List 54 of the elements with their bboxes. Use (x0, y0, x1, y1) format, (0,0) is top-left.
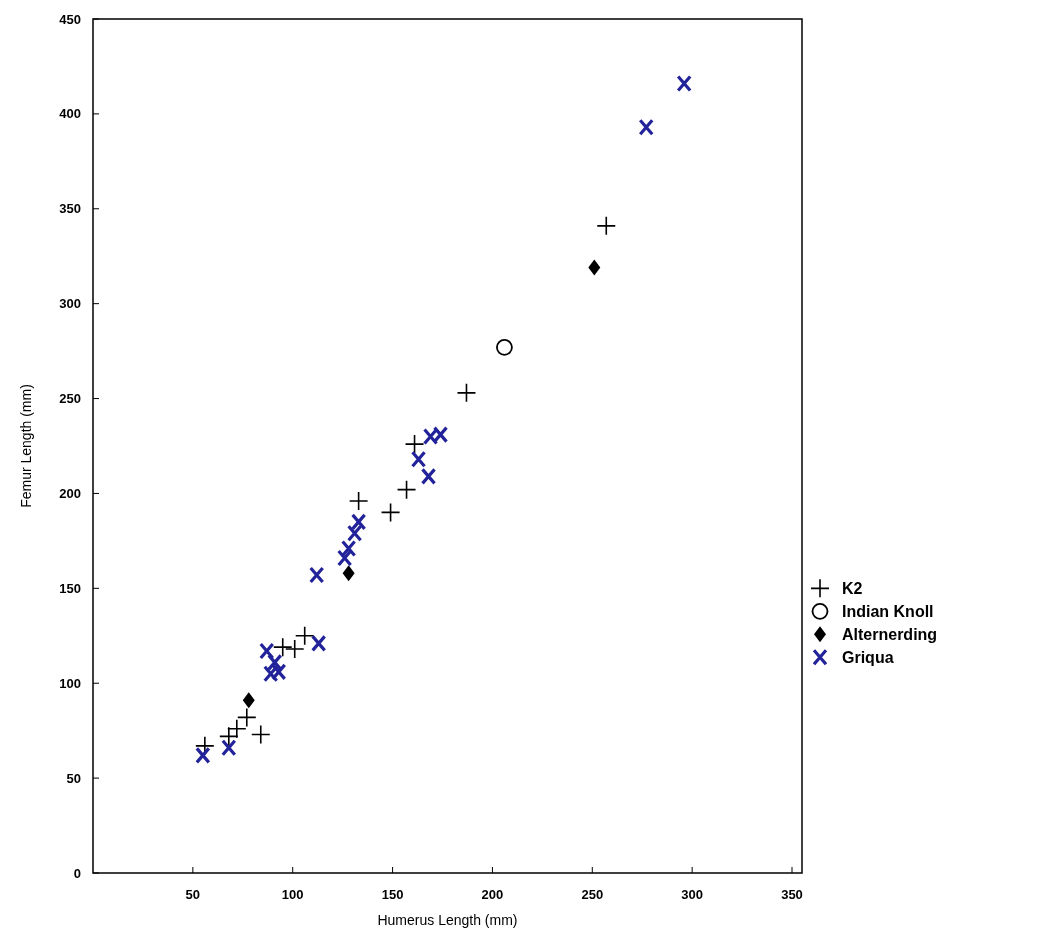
y-tick-label: 0 (73, 865, 81, 881)
x-tick-label: 50 (185, 887, 201, 902)
y-tick-label: 450 (59, 11, 81, 27)
point (259, 642, 275, 660)
point (342, 565, 355, 582)
y-axis-title: Femur Length (mm) (18, 384, 34, 508)
y-tick-label: 50 (66, 770, 81, 786)
point (227, 718, 247, 739)
point (242, 692, 255, 709)
point (219, 726, 239, 747)
point (380, 502, 401, 523)
point (420, 467, 437, 485)
point (456, 383, 477, 403)
point (284, 639, 305, 659)
point (432, 426, 449, 444)
point (341, 539, 357, 558)
y-tick-label: 200 (59, 485, 81, 501)
legend-label: Alternerding (842, 625, 938, 643)
x-tick-label: 100 (281, 887, 304, 902)
point (596, 216, 617, 236)
point (676, 74, 692, 93)
point (496, 338, 513, 356)
x-tick-label: 250 (581, 887, 604, 902)
point (221, 739, 237, 757)
y-tick-label: 150 (59, 580, 81, 596)
x-tick-label: 350 (781, 887, 803, 902)
point (404, 434, 425, 454)
legend-label: Indian Knoll (842, 602, 934, 620)
y-tick-label: 400 (59, 106, 81, 122)
legend-label: K2 (842, 579, 863, 597)
point (294, 625, 315, 646)
y-tick-label: 250 (59, 391, 81, 407)
y-tick-label: 350 (59, 201, 81, 217)
x-tick-label: 200 (481, 887, 504, 902)
point (348, 491, 369, 511)
point (422, 427, 439, 446)
point (410, 450, 427, 468)
legend-label: Griqua (842, 648, 894, 666)
point (311, 634, 327, 652)
point (236, 707, 257, 728)
x-axis-title: Humerus Length (mm) (377, 912, 518, 928)
y-tick-label: 100 (59, 675, 81, 691)
point (396, 479, 417, 500)
x-tick-label: 300 (681, 887, 704, 902)
point (638, 118, 654, 136)
point (250, 724, 271, 745)
point (195, 746, 211, 764)
point (271, 663, 287, 681)
x-tick-label: 150 (381, 887, 404, 902)
point (309, 566, 325, 584)
point (272, 637, 293, 657)
point (588, 259, 601, 276)
y-tick-label: 300 (59, 296, 81, 312)
point (337, 549, 353, 567)
